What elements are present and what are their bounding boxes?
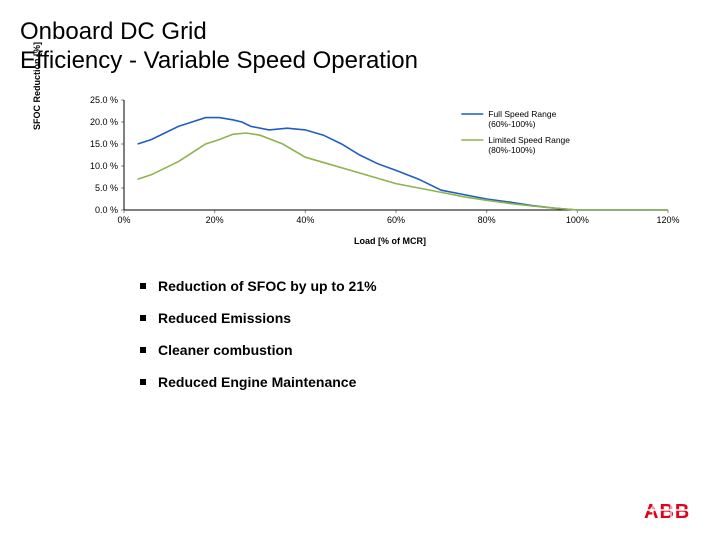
svg-text:Full Speed Range(60%-100%): Full Speed Range(60%-100%) xyxy=(488,109,556,129)
title-line-2: Efficiency - Variable Speed Operation xyxy=(20,47,700,76)
svg-text:25.0 %: 25.0 % xyxy=(90,95,118,105)
sfoc-chart: SFOC Reduction [%] 0.0 %5.0 %10.0 %15.0 … xyxy=(80,94,700,246)
svg-text:100%: 100% xyxy=(566,215,589,225)
bullet-item: Reduction of SFOC by up to 21% xyxy=(140,278,700,294)
bullet-marker-icon xyxy=(140,283,146,289)
bullet-item: Reduced Engine Maintenance xyxy=(140,374,700,390)
bullet-text: Cleaner combustion xyxy=(158,342,293,358)
chart-xlabel: Load [% of MCR] xyxy=(80,236,700,246)
slide-title: Onboard DC Grid Efficiency - Variable Sp… xyxy=(20,18,700,76)
svg-text:10.0 %: 10.0 % xyxy=(90,161,118,171)
svg-text:40%: 40% xyxy=(296,215,314,225)
bullet-marker-icon xyxy=(140,315,146,321)
bullet-text: Reduced Emissions xyxy=(158,310,291,326)
svg-text:20%: 20% xyxy=(206,215,224,225)
bullet-text: Reduction of SFOC by up to 21% xyxy=(158,278,377,294)
svg-text:0%: 0% xyxy=(117,215,130,225)
svg-text:120%: 120% xyxy=(656,215,679,225)
chart-ylabel: SFOC Reduction [%] xyxy=(32,42,42,130)
svg-text:20.0 %: 20.0 % xyxy=(90,117,118,127)
bullet-text: Reduced Engine Maintenance xyxy=(158,374,356,390)
svg-text:80%: 80% xyxy=(478,215,496,225)
svg-text:15.0 %: 15.0 % xyxy=(90,139,118,149)
svg-text:Limited Speed Range(80%-100%): Limited Speed Range(80%-100%) xyxy=(488,135,570,155)
abb-logo: ABB xyxy=(644,499,702,528)
chart-canvas: 0.0 % 5.0 % 10.0 % 15.0 % 20.0 % 25.0 % 0% 20% 4… xyxy=(80,94,680,234)
svg-text:0.0 %: 0.0 % xyxy=(95,205,118,215)
bullet-item: Reduced Emissions xyxy=(140,310,700,326)
bullet-marker-icon xyxy=(140,379,146,385)
svg-text:60%: 60% xyxy=(387,215,405,225)
svg-text:ABB: ABB xyxy=(644,501,690,523)
bullet-item: Cleaner combustion xyxy=(140,342,700,358)
title-line-1: Onboard DC Grid xyxy=(20,18,700,47)
svg-text:5.0 %: 5.0 % xyxy=(95,183,118,193)
bullet-marker-icon xyxy=(140,347,146,353)
bullet-list: Reduction of SFOC by up to 21% Reduced Em… xyxy=(140,278,700,390)
